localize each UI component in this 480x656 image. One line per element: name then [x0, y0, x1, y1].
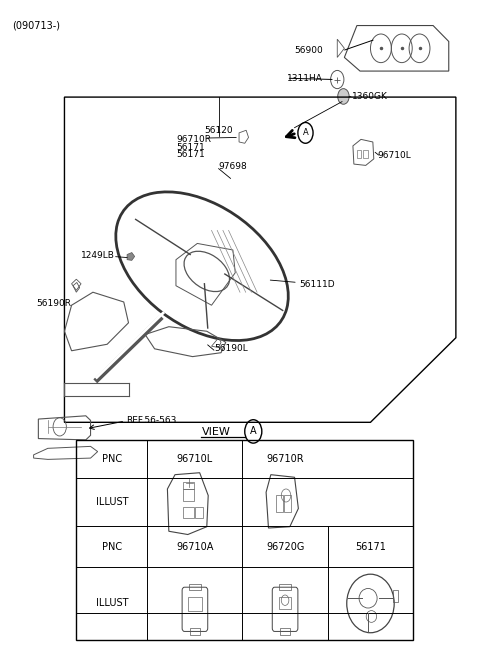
Text: 1249LB: 1249LB [81, 251, 115, 260]
Bar [76, 440, 413, 640]
Polygon shape [127, 253, 135, 260]
Bar [363, 150, 368, 157]
Text: (090713-): (090713-) [12, 20, 60, 31]
Text: 96710L: 96710L [177, 454, 213, 464]
Text: 56120: 56120 [204, 127, 233, 135]
Bar [188, 597, 202, 611]
Bar [189, 584, 201, 590]
Bar [195, 506, 204, 518]
Bar [279, 584, 291, 590]
Text: 56190R: 56190R [36, 298, 71, 308]
Text: 56171: 56171 [355, 542, 386, 552]
Text: 96710R: 96710R [176, 135, 211, 144]
Bar [357, 150, 361, 157]
Bar [284, 495, 291, 512]
Circle shape [338, 89, 349, 104]
Text: 56190L: 56190L [214, 344, 248, 354]
Text: 96710L: 96710L [378, 151, 411, 160]
Bar [183, 506, 193, 518]
Text: 56900: 56900 [295, 47, 324, 55]
Text: ILLUST: ILLUST [96, 598, 128, 609]
Text: 1311HA: 1311HA [288, 73, 324, 83]
Bar [280, 628, 290, 635]
Text: 56171: 56171 [176, 142, 204, 152]
Text: PNC: PNC [102, 454, 122, 464]
Text: A: A [302, 129, 308, 137]
Text: VIEW: VIEW [202, 427, 231, 437]
Text: 56111D: 56111D [300, 280, 335, 289]
Text: PNC: PNC [102, 542, 122, 552]
Bar [183, 489, 193, 501]
Bar [276, 495, 283, 512]
Text: A: A [250, 426, 257, 436]
Text: 96720G: 96720G [266, 542, 304, 552]
Bar [279, 597, 291, 609]
Text: 1360GK: 1360GK [352, 92, 388, 101]
Bar [190, 628, 200, 635]
Text: ILLUST: ILLUST [96, 497, 128, 507]
Bar [393, 590, 398, 602]
Text: 96710R: 96710R [266, 454, 304, 464]
Text: 56171: 56171 [176, 150, 204, 159]
Text: 96710A: 96710A [176, 542, 214, 552]
Text: REF.56-563: REF.56-563 [126, 416, 177, 425]
Text: 97698: 97698 [219, 162, 247, 171]
Bar [183, 482, 193, 489]
